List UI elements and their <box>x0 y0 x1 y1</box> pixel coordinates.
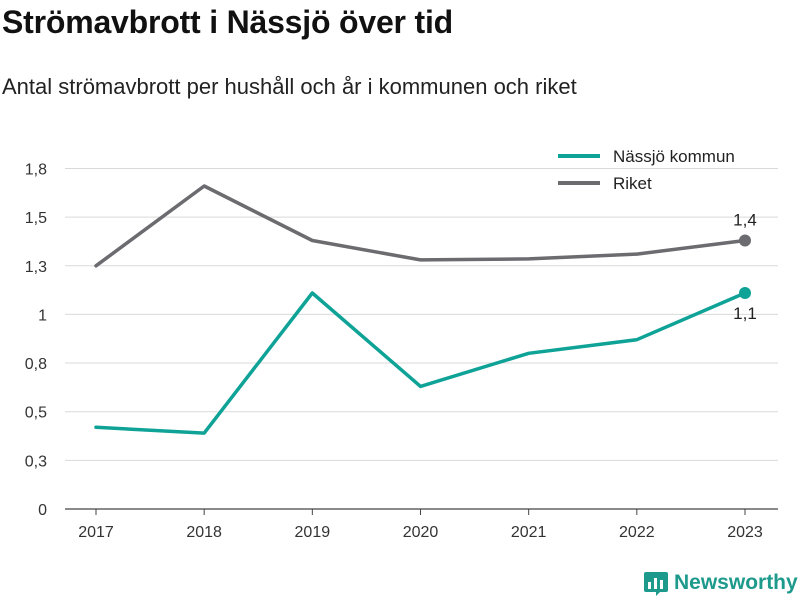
end-data-label: 1,1 <box>733 304 757 323</box>
x-axis: 2017 2018 2019 2020 2021 2022 2023 <box>65 508 778 541</box>
newsworthy-logo: Newsworthy <box>644 568 798 598</box>
y-tick-label: 0,3 <box>25 453 47 470</box>
y-tick-label: 0,8 <box>25 356 47 373</box>
y-tick-label: 0,5 <box>25 405 47 422</box>
x-tick-label: 2023 <box>727 524 763 541</box>
chart-title: Strömavbrott i Nässjö över tid <box>2 4 453 40</box>
brand-name: Newsworthy <box>674 571 798 594</box>
x-tick-label: 2020 <box>403 524 439 541</box>
chart-subtitle: Antal strömavbrott per hushåll och år i … <box>2 74 577 99</box>
legend-label: Riket <box>613 174 652 193</box>
gridlines <box>65 167 778 461</box>
x-tick-label: 2019 <box>295 524 331 541</box>
y-tick-label: 1 <box>38 307 47 324</box>
y-tick-label: 1,5 <box>25 210 47 227</box>
end-point-marker <box>739 234 751 247</box>
x-tick-label: 2017 <box>78 524 114 541</box>
y-tick-label: 1,8 <box>25 161 47 178</box>
end-data-label: 1,4 <box>733 210 757 229</box>
x-tick-label: 2018 <box>186 524 222 541</box>
series-lines: 1,1 1,4 <box>94 184 757 435</box>
x-tick-label: 2021 <box>511 524 547 541</box>
legend-label: Nässjö kommun <box>613 147 735 166</box>
newsworthy-logo-icon <box>644 572 668 596</box>
y-tick-label: 1,3 <box>25 259 47 276</box>
y-axis: 0 0,3 0,5 0,8 1 1,3 1,5 1,8 <box>25 161 47 519</box>
y-tick-label: 0 <box>38 502 47 519</box>
line-chart: 0 0,3 0,5 0,8 1 1,3 1,5 1,8 2017 2018 2019 2020 202… <box>25 147 778 541</box>
legend: Nässjö kommun Riket <box>558 147 735 193</box>
series-line-nassjo <box>94 291 747 435</box>
x-tick-label: 2022 <box>619 524 655 541</box>
series-line-riket <box>94 184 747 268</box>
end-point-marker <box>739 287 751 299</box>
